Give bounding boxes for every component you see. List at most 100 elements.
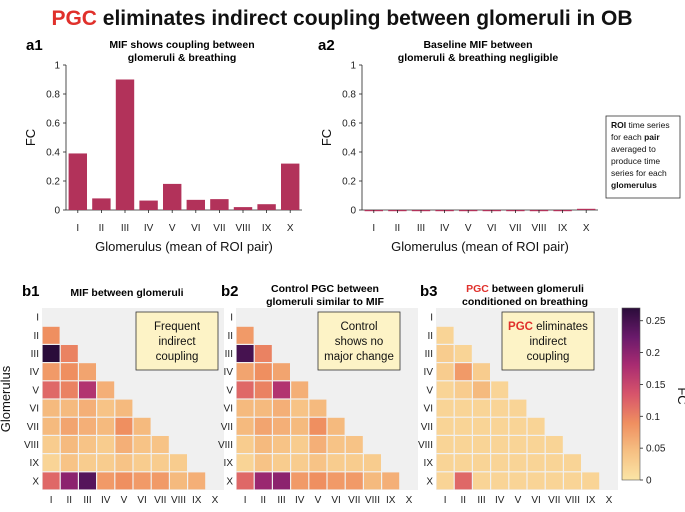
bar-a2-X [576,208,596,210]
heatmap-cell-b2-IV-III [273,363,290,381]
heatmap-row-label-b1: IV [30,367,40,378]
heatmap-cell-b3-IX-III [473,454,490,472]
heatmap-cell-b1-VII-II [60,417,78,435]
heatmap-cell-b3-IV-III [473,363,490,381]
heatmap-row-label-b3: VII [421,422,433,433]
a2-subtitle-line1: Baseline MIF between [423,39,532,51]
b3-callout-line1-rest: eliminates [533,321,588,333]
heatmap-cell-b3-IX-I [436,454,454,472]
heatmap-cell-b3-VI-I [436,399,454,417]
b3-subtitle-line1: PGC between glomeruli [466,283,584,295]
heatmap-cell-b1-VII-IV [97,417,115,435]
x-tick-label-a2: IX [558,223,568,234]
heatmap-row-label-b2: I [230,313,233,324]
b1-callout-box [135,311,219,371]
heatmap-cell-b3-X-IV [491,472,509,490]
b1-callout-line2: indirect [158,336,196,348]
b3-subtitle-rest: between glomeruli [489,283,584,295]
heatmap-cell-b2-VI-II [254,399,272,417]
figure-title: PGC eliminates indirect coupling between… [51,7,632,30]
heatmap-row-label-b2: VI [224,404,233,415]
b2-callout-line1: Control [340,321,377,333]
heatmap-cell-b1-IX-VI [133,454,151,472]
heatmap-row-label-b3: III [425,349,433,360]
colorbar-tick-label: 0 [646,476,652,487]
x-tick-label-a2: V [465,223,472,234]
x-tick-label-a1: VII [213,223,225,234]
b3-callout-line1: PGC eliminates [508,321,588,333]
roi-note-line4: produce time [611,156,660,166]
bar-chart-a1: 00.20.40.60.81I II III IV V VI VII VIII IX XFCGlo… [23,61,302,254]
heatmap-col-label-b1: IX [192,495,202,506]
heatmap-cell-b2-IV-I [236,363,254,381]
y-tick-label-a1: 0.8 [46,90,60,101]
heatmap-cell-b1-IX-VII [151,454,169,472]
colorbar-tick-label: 0.05 [646,444,666,455]
x-axis-label-a2: Glomerulus (mean of ROI pair) [391,239,569,254]
heatmap-cell-b2-X-V [309,472,327,490]
heatmap-row-label-b1: VIII [24,440,39,451]
roi-note-box [605,115,681,199]
x-axis-label-a1: Glomerulus (mean of ROI pair) [95,239,273,254]
heatmap-row-label-b3: I [430,313,433,324]
x-tick-label-a2: VI [487,223,496,234]
heatmap-cell-b2-VIII-IV [291,436,309,453]
heatmap-cell-b2-VIII-II [254,436,272,453]
y-tick-label-a2: 0.8 [342,90,356,101]
heatmap-cell-b3-VIII-I [436,436,454,453]
heatmap-cell-b1-VIII-IV [97,436,115,453]
heatmap-col-label-b2: IV [295,495,305,506]
panel-label-b3: b3 [420,283,438,300]
heatmap-col-label-b1: VI [137,495,146,506]
y-axis-label-a2: FC [319,129,334,146]
heatmap-cell-b2-V-I [236,381,254,399]
heatmap-col-label-b2: VIII [365,495,380,506]
heatmap-col-label-b2: X [406,495,413,506]
heatmap-cell-b3-IX-II [454,454,472,472]
heatmap-cell-b1-X-VIII [170,472,187,490]
b3-callout-line3: coupling [527,351,570,363]
colorbar [621,307,641,481]
heatmap-row-label-b1: II [33,331,39,342]
y-tick-label-a2: 1 [350,61,356,72]
heatmap-row-label-b2: VIII [218,440,233,451]
heatmap-col-label-b3: X [606,495,613,506]
b2-subtitle-line2: glomeruli similar to MIF [266,296,384,308]
heatmap-cell-b1-VIII-II [60,436,78,453]
heatmap-cell-b3-VIII-III [473,436,490,453]
y-tick-label-a1: 0 [54,206,60,217]
title-accent: PGC [51,7,97,30]
b2-subtitle-line1: Control PGC between [271,283,379,295]
bar-a1-I [68,153,88,210]
y-axis-label-a1: FC [23,129,38,146]
heatmap-cell-b1-III-II [60,345,78,362]
heatmap-row-label-b2: II [227,331,233,342]
heatmap-cell-b2-VI-IV [291,399,309,417]
heatmap-row-label-b1: V [32,385,39,396]
bar-a1-X [280,163,300,210]
heatmap-cell-b2-IX-I [236,454,254,472]
heatmap-cell-b3-VII-IV [491,417,509,435]
heatmap-cell-b1-X-II [60,472,78,490]
bar-a1-VII [210,199,229,210]
heatmap-row-label-b1: VII [27,422,39,433]
heatmap-row-label-b2: VII [221,422,233,433]
bar-a1-V [162,183,182,210]
heatmap-cell-b3-V-II [454,381,472,399]
y-tick-label-a1: 0.6 [46,119,60,130]
heatmap-cell-b2-VI-I [236,399,254,417]
heatmap-cell-b1-VIII-VI [133,436,151,453]
heatmap-cell-b1-IX-III [79,454,96,472]
y-tick-label-a1: 0.4 [46,148,60,159]
heatmap-cell-b2-IX-IV [291,454,309,472]
heatmap-cell-b3-X-II [454,472,472,490]
b2-callout-line3: major change [324,351,394,363]
heatmap-cell-b1-V-II [60,381,78,399]
heatmap-cell-b2-IX-VII [345,454,363,472]
roi-note-l2-pre: for each [611,132,644,142]
heatmap-cell-b2-VIII-VI [327,436,345,453]
heatmap-row-label-b3: IV [424,367,434,378]
heatmap-col-label-b1: V [121,495,128,506]
heatmap-col-label-b1: III [83,495,91,506]
a2-subtitle-line2: glomeruli & breathing negligible [398,52,559,64]
